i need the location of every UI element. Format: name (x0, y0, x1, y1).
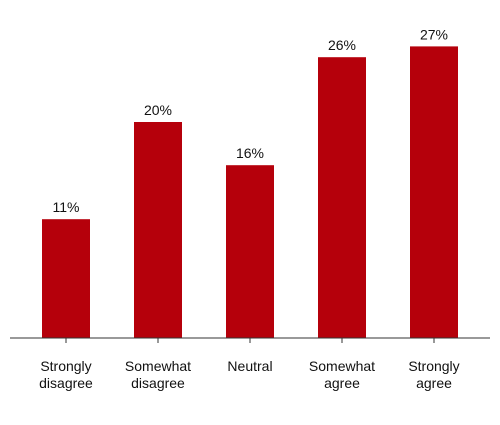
bar-value-label: 11% (53, 199, 80, 215)
axis-layer (10, 337, 490, 343)
bar-value-label: 16% (236, 145, 264, 161)
x-tick-label: Neutral (227, 358, 272, 374)
labels-layer: 11% Strongly disagree 20% Somewhat disagree 16… (39, 26, 460, 391)
x-tick-label: Somewhat agree (309, 358, 375, 391)
bar (134, 122, 182, 338)
x-tick-label: Strongly agree (408, 358, 459, 391)
x-tick-label: Somewhat disagree (125, 358, 191, 391)
bar (226, 165, 274, 338)
bars-layer (42, 46, 458, 339)
x-tick-label: Strongly disagree (39, 358, 93, 391)
bar-value-label: 20% (144, 102, 172, 118)
bar-value-label: 27% (420, 26, 448, 42)
bar (410, 46, 458, 339)
bar-value-label: 26% (328, 37, 356, 53)
bar (318, 57, 366, 338)
bar (42, 219, 90, 338)
